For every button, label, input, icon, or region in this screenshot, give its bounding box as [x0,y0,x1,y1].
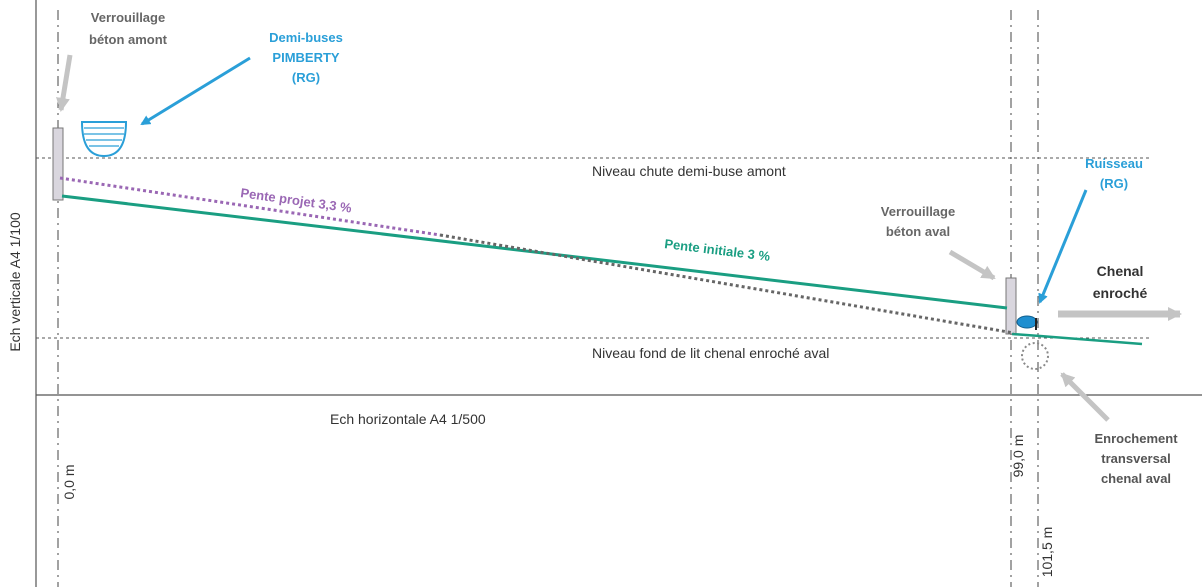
arrow-ruisseau [1038,189,1088,304]
arrow-enrochement [1060,372,1110,422]
enrochement-label-1: Enrochement [1094,431,1178,446]
enrochement-label-2: transversal [1101,451,1170,466]
arrow-verrouillage-aval [948,249,996,281]
niveau-chute-label: Niveau chute demi-buse amont [592,163,786,179]
pente-projet-label: Pente projet 3,3 % [240,185,353,215]
ruisseau-label-2: (RG) [1100,176,1128,191]
demi-buse-icon [80,121,128,158]
demi-buses-label-1: Demi-buses [269,30,343,45]
arrow-verrouillage-amont [56,54,73,112]
demi-buses-label-3: (RG) [292,70,320,85]
ech-horizontale-label: Ech horizontale A4 1/500 [330,411,486,427]
verrouillage-amont-block [52,127,64,201]
pente-initiale-label: Pente initiale 3 % [664,236,772,264]
verrouillage-aval-block [1005,277,1017,335]
verrouillage-aval-label-1: Verrouillage [881,204,955,219]
demi-buses-label-2: PIMBERTY [272,50,340,65]
distance-101-label: 101,5 m [1039,527,1055,578]
enrochement-icon [1021,342,1049,370]
chenal-label-1: Chenal [1097,263,1144,279]
distance-99-label: 99,0 m [1010,435,1026,478]
pente-projet-line [59,176,441,237]
pente-projet-line-continued [439,233,1015,335]
distance-0-label: 0,0 m [61,464,77,499]
chenal-label-2: enroché [1093,285,1148,301]
verrouillage-aval-label-2: béton aval [886,224,950,239]
enrochement-label-3: chenal aval [1101,471,1171,486]
niveau-fond-label: Niveau fond de lit chenal enroché aval [592,345,829,361]
arrow-demi-buses [140,56,251,126]
ruisseau-label-1: Ruisseau [1085,156,1143,171]
ech-verticale-label: Ech verticale A4 1/100 [7,212,23,352]
chenal-bed-line [1011,332,1143,346]
ruisseau-outlet-icon [1016,315,1038,329]
verrouillage-amont-label-1: Verrouillage [91,10,165,25]
verrouillage-amont-label-2: béton amont [89,32,168,47]
